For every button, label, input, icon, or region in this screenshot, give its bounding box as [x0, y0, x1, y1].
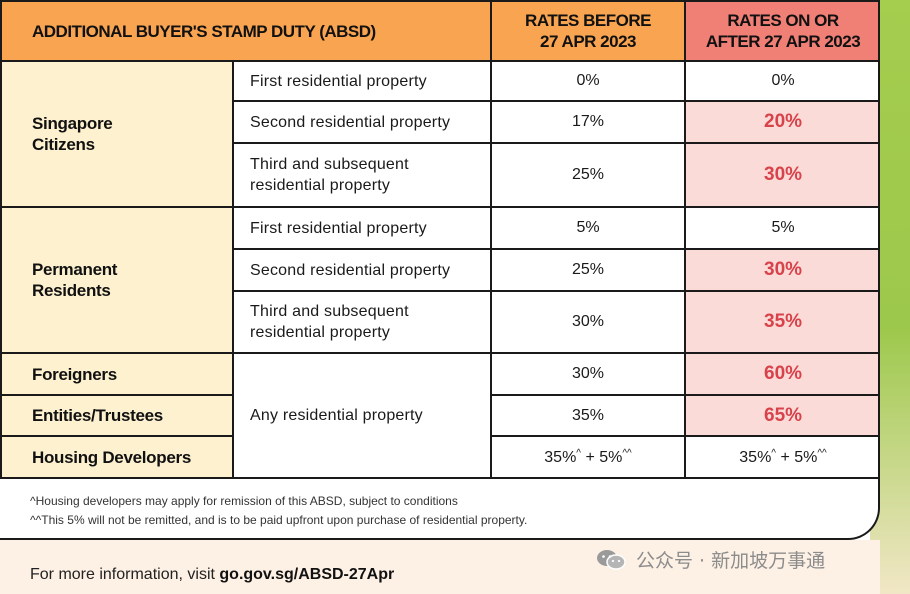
table-row: Housing Developers 35%^ + 5%^^ 35%^ + 5%…	[0, 435, 878, 479]
table-header-row: ADDITIONAL BUYER'S STAMP DUTY (ABSD) RAT…	[0, 0, 878, 62]
rate-before: 17%	[490, 100, 687, 144]
rate-after: 65%	[684, 394, 878, 437]
rate-before: 35%	[490, 394, 687, 437]
footnote-2: ^^This 5% will not be remitted, and is t…	[30, 513, 528, 527]
property-label: Second residential property	[231, 248, 493, 292]
rate-after: 35%^ + 5%^^	[684, 435, 878, 479]
group-housing-developers: Housing Developers	[0, 435, 234, 479]
rate-before: 30%	[490, 352, 687, 396]
info-link[interactable]: go.gov.sg/ABSD-27Apr	[219, 566, 395, 583]
rate-before: 5%	[490, 206, 687, 250]
watermark-text: 公众号 · 新加坡万事通	[636, 550, 826, 572]
table-title: ADDITIONAL BUYER'S STAMP DUTY (ABSD)	[0, 0, 493, 62]
rate-after: 5%	[684, 206, 878, 250]
rate-after: 20%	[684, 100, 878, 144]
table-row: Permanent Residents First residential pr…	[0, 206, 878, 354]
property-label: Second residential property	[231, 100, 493, 144]
table-row: Third and subsequent residential propert…	[1, 290, 878, 354]
wechat-icon	[596, 548, 626, 572]
rate-before: 35%^ + 5%^^	[490, 435, 687, 479]
table-row: Singapore Citizens First residential pro…	[0, 60, 878, 208]
footer-text: For more information, visit go.gov.sg/AB…	[30, 566, 395, 583]
watermark: 公众号 · 新加坡万事通	[596, 546, 825, 573]
property-label: First residential property	[231, 60, 493, 102]
rate-after: 60%	[684, 352, 878, 396]
rate-after: 30%	[684, 248, 878, 292]
group-foreigners: Foreigners	[0, 352, 234, 396]
property-label: First residential property	[231, 206, 493, 250]
table-row: Foreigners Any residential property 30% …	[0, 352, 878, 479]
group-permanent-residents: Permanent Residents	[0, 206, 234, 354]
table-row: Second residential property 25% 30%	[1, 248, 878, 292]
column-header-before: RATES BEFORE 27 APR 2023	[490, 0, 687, 62]
rate-before: 0%	[490, 60, 687, 102]
property-label: Third and subsequent residential propert…	[231, 290, 493, 354]
footer-band	[0, 540, 880, 594]
table-row: Entities/Trustees 35% 65%	[0, 394, 878, 437]
rate-after: 35%	[684, 290, 878, 354]
absd-table-card: ADDITIONAL BUYER'S STAMP DUTY (ABSD) RAT…	[0, 0, 880, 540]
table-row: Second residential property 17% 20%	[1, 100, 878, 144]
group-singapore-citizens: Singapore Citizens	[0, 60, 234, 208]
rate-after: 30%	[684, 142, 878, 208]
absd-table: ADDITIONAL BUYER'S STAMP DUTY (ABSD) RAT…	[0, 0, 878, 479]
property-label-any: Any residential property	[231, 352, 493, 479]
rate-before: 25%	[490, 142, 687, 208]
footnote-1: ^Housing developers may apply for remiss…	[30, 494, 458, 508]
rate-before: 30%	[490, 290, 687, 354]
group-entities-trustees: Entities/Trustees	[0, 394, 234, 437]
property-label: Third and subsequent residential propert…	[231, 142, 493, 208]
footnotes: ^Housing developers may apply for remiss…	[30, 492, 527, 530]
table-row: Third and subsequent residential propert…	[1, 142, 878, 208]
rate-after: 0%	[684, 60, 878, 102]
column-header-after: RATES ON OR AFTER 27 APR 2023	[684, 0, 878, 62]
rate-before: 25%	[490, 248, 687, 292]
